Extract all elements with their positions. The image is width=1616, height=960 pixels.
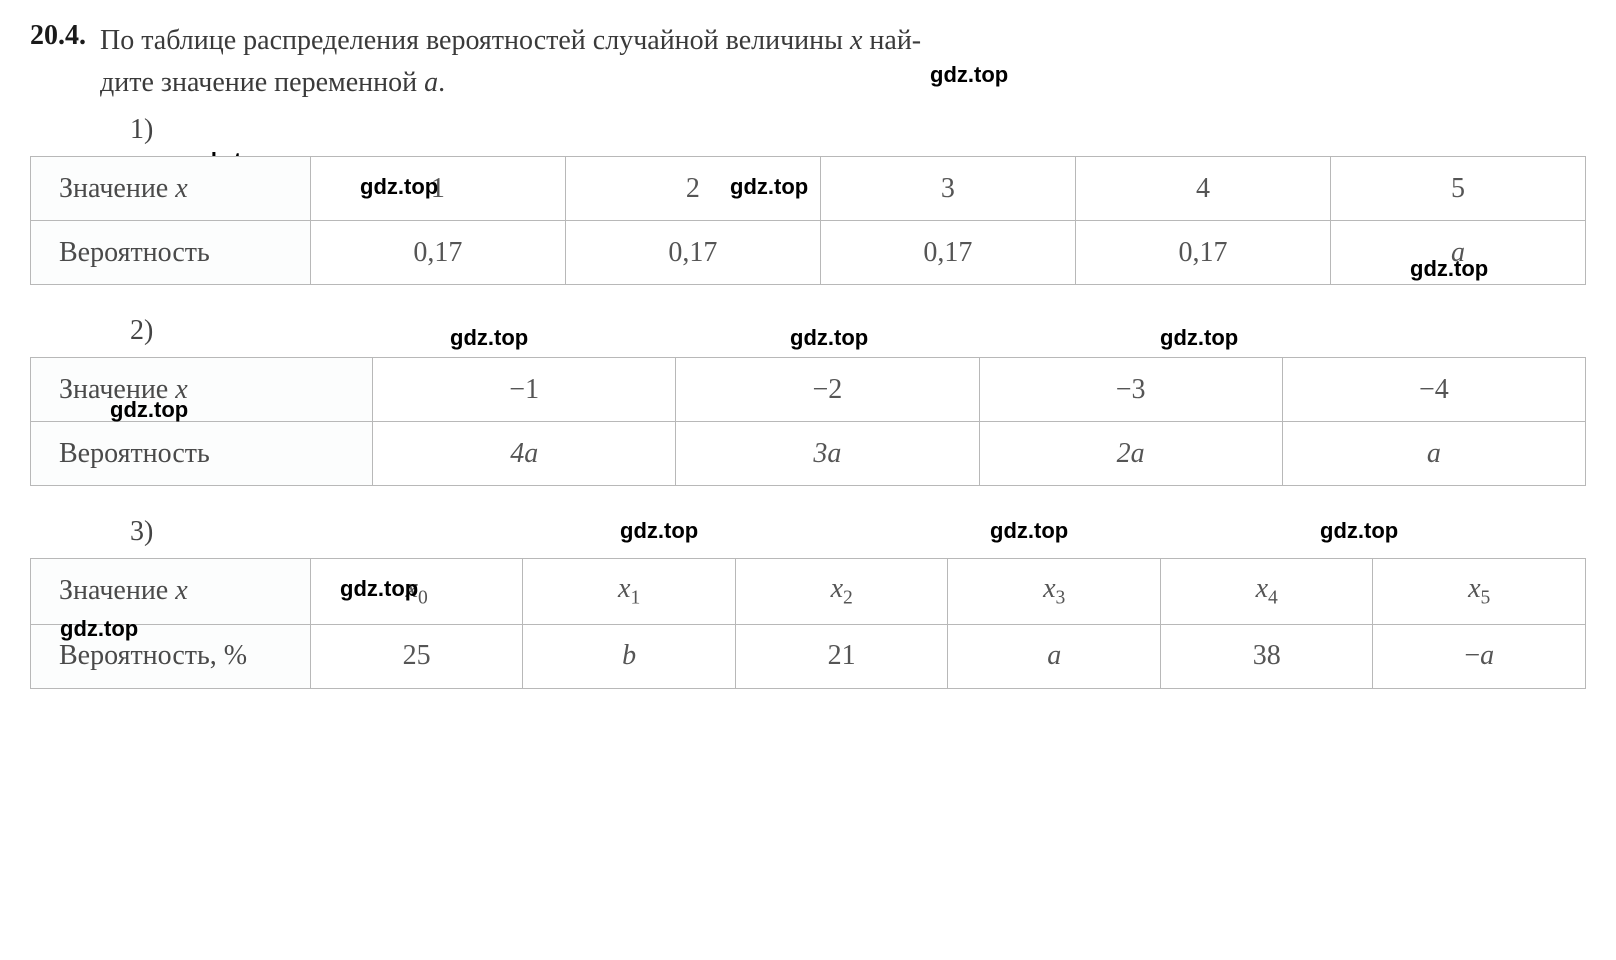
subproblem-2-label: 2) <box>130 315 153 346</box>
subproblem-1-label: 1) <box>130 114 153 145</box>
subproblem-3-label-wrap: 3) <box>130 516 1586 548</box>
cell: −a <box>1373 624 1586 688</box>
cell: b <box>523 624 736 688</box>
problem-text-part2: дите значение переменной <box>100 67 424 98</box>
cell: 1 <box>310 157 565 221</box>
cell: −4 <box>1282 358 1585 422</box>
cell: 3 <box>820 157 1075 221</box>
table-2-wrapper: Значение x −1 −2 −3 −4 Вероятность 4a 3a… <box>30 357 1586 486</box>
cell: 3a <box>676 422 979 486</box>
cell: x4 <box>1160 559 1373 625</box>
cell: 0,17 <box>820 221 1075 285</box>
cell: 2 <box>565 157 820 221</box>
subproblem-2-label-wrap: 2) <box>130 315 1586 347</box>
table-1: Значение x 1 2 3 4 5 Вероятность 0,17 0,… <box>30 156 1586 285</box>
table-1-wrapper: Значение x 1 2 3 4 5 Вероятность 0,17 0,… <box>30 156 1586 285</box>
row-header-x: Значение x <box>31 358 373 422</box>
cell: x0 <box>310 559 523 625</box>
cell: 0,17 <box>310 221 565 285</box>
table-row: Вероятность, % 25 b 21 a 38 −a <box>31 624 1586 688</box>
table-row: Значение x x0 x1 x2 x3 x4 x5 <box>31 559 1586 625</box>
cell: x1 <box>523 559 736 625</box>
subproblem-3-label: 3) <box>130 516 153 547</box>
row-header-prob: Вероятность <box>31 221 311 285</box>
table-row: Значение x 1 2 3 4 5 <box>31 157 1586 221</box>
cell: a <box>1330 221 1585 285</box>
table-3-wrapper: Значение x x0 x1 x2 x3 x4 x5 Вероятность… <box>30 558 1586 689</box>
row-header-x: Значение x <box>31 157 311 221</box>
cell: x5 <box>1373 559 1586 625</box>
cell: 21 <box>735 624 948 688</box>
problem-text: По таблице распределения вероятностей сл… <box>100 20 921 104</box>
table-row: Значение x −1 −2 −3 −4 <box>31 358 1586 422</box>
cell: 4a <box>373 422 676 486</box>
problem-text-part2-end: . <box>438 67 445 98</box>
cell: x3 <box>948 559 1161 625</box>
var-x: x <box>850 25 862 56</box>
row-header-prob: Вероятность, % <box>31 624 311 688</box>
problem-text-part1: По таблице распределения вероятностей сл… <box>100 25 850 56</box>
cell: −1 <box>373 358 676 422</box>
table-3: Значение x x0 x1 x2 x3 x4 x5 Вероятность… <box>30 558 1586 689</box>
cell: 2a <box>979 422 1282 486</box>
cell: x2 <box>735 559 948 625</box>
problem-header: 20.4. По таблице распределения вероятнос… <box>30 20 1586 104</box>
row-header-prob: Вероятность <box>31 422 373 486</box>
table-row: Вероятность 0,17 0,17 0,17 0,17 a <box>31 221 1586 285</box>
cell: a <box>1282 422 1585 486</box>
problem-number: 20.4. <box>30 20 86 52</box>
cell: 25 <box>310 624 523 688</box>
cell: 0,17 <box>1075 221 1330 285</box>
var-a: a <box>424 67 438 98</box>
cell: 5 <box>1330 157 1585 221</box>
cell: 4 <box>1075 157 1330 221</box>
row-header-x: Значение x <box>31 559 311 625</box>
cell: −3 <box>979 358 1282 422</box>
problem-text-part1-end: най- <box>862 25 921 56</box>
table-2: Значение x −1 −2 −3 −4 Вероятность 4a 3a… <box>30 357 1586 486</box>
cell: 38 <box>1160 624 1373 688</box>
cell: −2 <box>676 358 979 422</box>
cell: a <box>948 624 1161 688</box>
cell: 0,17 <box>565 221 820 285</box>
subproblem-1-label-wrap: 1) <box>130 114 1586 146</box>
table-row: Вероятность 4a 3a 2a a <box>31 422 1586 486</box>
